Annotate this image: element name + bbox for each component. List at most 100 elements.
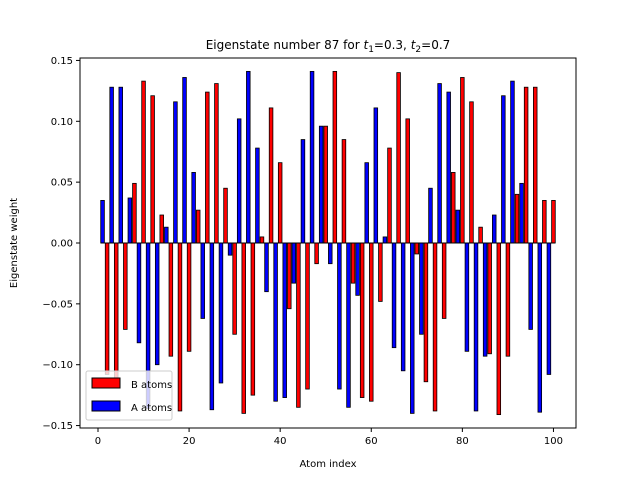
bar-a-atoms <box>227 242 233 256</box>
legend-label-a-atoms: A atoms <box>131 403 172 414</box>
x-tick-label: 80 <box>456 436 469 447</box>
bar-b-atoms <box>350 242 356 284</box>
bar-a-atoms <box>382 236 388 244</box>
bar-a-atoms <box>136 242 142 344</box>
y-tick-label: 0.00 <box>51 239 73 250</box>
bar-a-atoms <box>510 80 515 244</box>
bar-b-atoms <box>296 242 301 408</box>
bar-a-atoms <box>501 95 506 244</box>
bar-a-atoms <box>164 226 169 244</box>
bar-b-atoms <box>268 107 274 244</box>
bar-a-atoms <box>537 242 543 413</box>
bar-b-atoms <box>232 242 237 335</box>
bar-a-atoms <box>337 242 342 390</box>
y-tick-label: 0.10 <box>51 117 73 128</box>
bar-a-atoms <box>300 139 306 244</box>
legend: B atoms A atoms <box>85 370 173 421</box>
bar-b-atoms <box>514 193 520 244</box>
bar-a-atoms <box>236 118 242 244</box>
bar-b-atoms <box>159 214 164 244</box>
bar-b-atoms <box>460 77 465 244</box>
bar-b-atoms <box>441 242 447 319</box>
bar-b-atoms <box>241 242 246 414</box>
bar-a-atoms <box>273 242 278 402</box>
bar-b-atoms <box>523 86 529 244</box>
legend-label-b-atoms: B atoms <box>131 380 172 391</box>
bars-group <box>100 70 556 416</box>
bar-b-atoms <box>214 83 219 244</box>
bar-b-atoms <box>123 242 128 330</box>
bar-b-atoms <box>423 242 429 383</box>
bar-a-atoms <box>209 242 215 411</box>
bar-b-atoms <box>305 242 310 390</box>
bar-a-atoms <box>154 242 160 366</box>
bar-b-atoms <box>478 226 483 244</box>
bar-b-atoms <box>496 242 502 416</box>
bar-b-atoms <box>323 125 328 244</box>
bar-a-atoms <box>410 242 415 414</box>
bar-a-atoms <box>546 242 552 375</box>
bar-b-atoms <box>405 118 410 244</box>
title-t2-value: =0.7 <box>421 38 450 52</box>
bar-b-atoms <box>487 242 492 355</box>
bar-b-atoms <box>387 147 392 244</box>
bar-b-atoms <box>542 199 547 244</box>
bar-a-atoms <box>264 242 269 293</box>
bar-a-atoms <box>528 242 533 330</box>
y-tick-label: −0.15 <box>42 421 73 432</box>
bar-a-atoms <box>246 70 251 244</box>
chart-title: Eigenstate number 87 for t1=0.3, t2=0.7 <box>206 38 451 55</box>
bar-a-atoms <box>373 107 379 244</box>
bar-b-atoms <box>186 242 192 352</box>
bar-b-atoms <box>250 242 256 396</box>
x-tick-label: 100 <box>544 436 563 447</box>
title-t2-symbol: t <box>411 38 417 52</box>
bar-a-atoms <box>182 77 187 244</box>
bar-b-atoms <box>432 242 438 412</box>
bar-a-atoms <box>282 242 287 398</box>
bar-a-atoms <box>191 172 196 244</box>
bar-b-atoms <box>332 70 338 244</box>
y-tick-label: 0.15 <box>51 56 73 67</box>
bar-a-atoms <box>255 147 260 244</box>
bar-a-atoms <box>346 242 351 408</box>
bar-a-atoms <box>109 86 114 244</box>
bar-a-atoms <box>328 242 333 265</box>
bar-a-atoms <box>446 91 451 244</box>
bar-b-atoms <box>505 242 511 357</box>
bar-b-atoms <box>378 242 383 302</box>
y-axis-label: Eigenstate weight <box>9 198 20 288</box>
title-t1-subscript: 1 <box>368 45 374 55</box>
x-tick-label: 60 <box>365 436 378 447</box>
bar-a-atoms <box>419 242 424 335</box>
bar-a-atoms <box>127 197 133 244</box>
bar-b-atoms <box>451 172 456 244</box>
bar-b-atoms <box>113 242 119 380</box>
bar-b-atoms <box>177 242 183 412</box>
y-tick-label: −0.10 <box>42 360 73 371</box>
bar-a-atoms <box>519 182 524 244</box>
title-t1-value: =0.3, <box>374 38 411 52</box>
x-tick-label: 0 <box>95 436 101 447</box>
bar-b-atoms <box>341 139 347 244</box>
bar-b-atoms <box>205 91 210 244</box>
bar-a-atoms <box>364 162 369 244</box>
bar-b-atoms <box>259 236 265 244</box>
bar-a-atoms <box>291 242 297 284</box>
x-tick-label: 20 <box>183 436 196 447</box>
bar-a-atoms <box>400 242 406 372</box>
bar-b-atoms <box>469 101 474 244</box>
bar-b-atoms <box>287 242 292 310</box>
bar-b-atoms <box>359 242 365 398</box>
bar-a-atoms <box>118 86 123 244</box>
bar-a-atoms <box>100 199 105 244</box>
y-tick-label: −0.05 <box>42 299 73 310</box>
bar-b-atoms <box>195 209 201 244</box>
bar-b-atoms <box>150 95 155 244</box>
x-tick-label: 40 <box>274 436 287 447</box>
legend-swatch-b-atoms <box>91 377 121 389</box>
x-axis-label: Atom index <box>300 459 357 470</box>
bar-b-atoms <box>414 242 420 255</box>
bar-b-atoms <box>369 242 374 402</box>
